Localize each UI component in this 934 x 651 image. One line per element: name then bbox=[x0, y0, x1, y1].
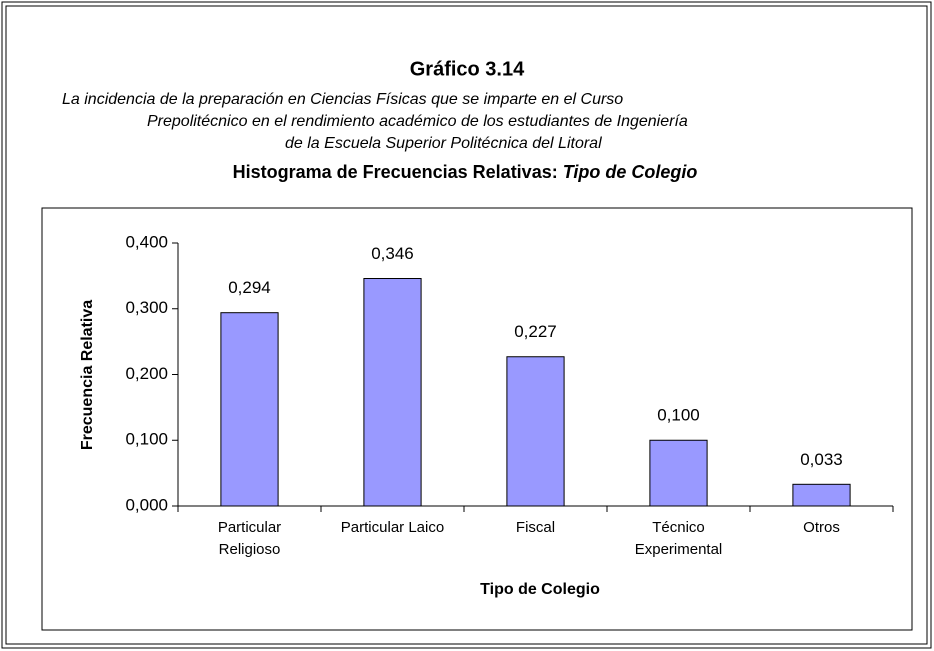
data-label: 0,346 bbox=[371, 244, 414, 263]
subtitle-line: de la Escuela Superior Politécnica del L… bbox=[285, 135, 602, 152]
x-tick-label: Particular Laico bbox=[341, 519, 444, 536]
data-label: 0,100 bbox=[657, 406, 700, 425]
figure-label: Gráfico 3.14 bbox=[410, 58, 525, 80]
y-tick-label: 0,000 bbox=[125, 495, 168, 514]
x-tick-label: Otros bbox=[803, 519, 840, 536]
bar bbox=[649, 439, 708, 507]
x-tick-label: Experimental bbox=[635, 541, 723, 558]
data-label: 0,294 bbox=[228, 278, 271, 297]
y-tick-label: 0,300 bbox=[125, 298, 168, 317]
inner-frame bbox=[5, 5, 928, 645]
chart-title: Histograma de Frecuencias Relativas: Tip… bbox=[233, 162, 698, 182]
x-axis-label: Tipo de Colegio bbox=[480, 581, 600, 598]
x-tick-label: Religioso bbox=[219, 541, 281, 558]
subtitle-line: Prepolitécnico en el rendimiento académi… bbox=[147, 113, 688, 130]
chart-title-main: Histograma de Frecuencias Relativas: bbox=[233, 162, 558, 182]
bar bbox=[363, 278, 422, 507]
x-tick-label: Particular bbox=[218, 519, 281, 536]
bar bbox=[220, 312, 279, 507]
x-tick-label: Fiscal bbox=[516, 519, 555, 536]
subtitle-line: La incidencia de la preparación en Cienc… bbox=[62, 91, 623, 108]
y-tick-label: 0,200 bbox=[125, 364, 168, 383]
x-tick-label: Técnico bbox=[652, 519, 705, 536]
data-label: 0,033 bbox=[800, 450, 843, 469]
y-tick-label: 0,400 bbox=[125, 232, 168, 251]
data-label: 0,227 bbox=[514, 322, 557, 341]
bar bbox=[506, 356, 565, 507]
y-tick-label: 0,100 bbox=[125, 430, 168, 449]
chart-area bbox=[41, 207, 913, 631]
y-axis-label: Frecuencia Relativa bbox=[79, 300, 96, 450]
bar bbox=[792, 483, 851, 507]
chart-title-emphasis: Tipo de Colegio bbox=[563, 162, 698, 182]
